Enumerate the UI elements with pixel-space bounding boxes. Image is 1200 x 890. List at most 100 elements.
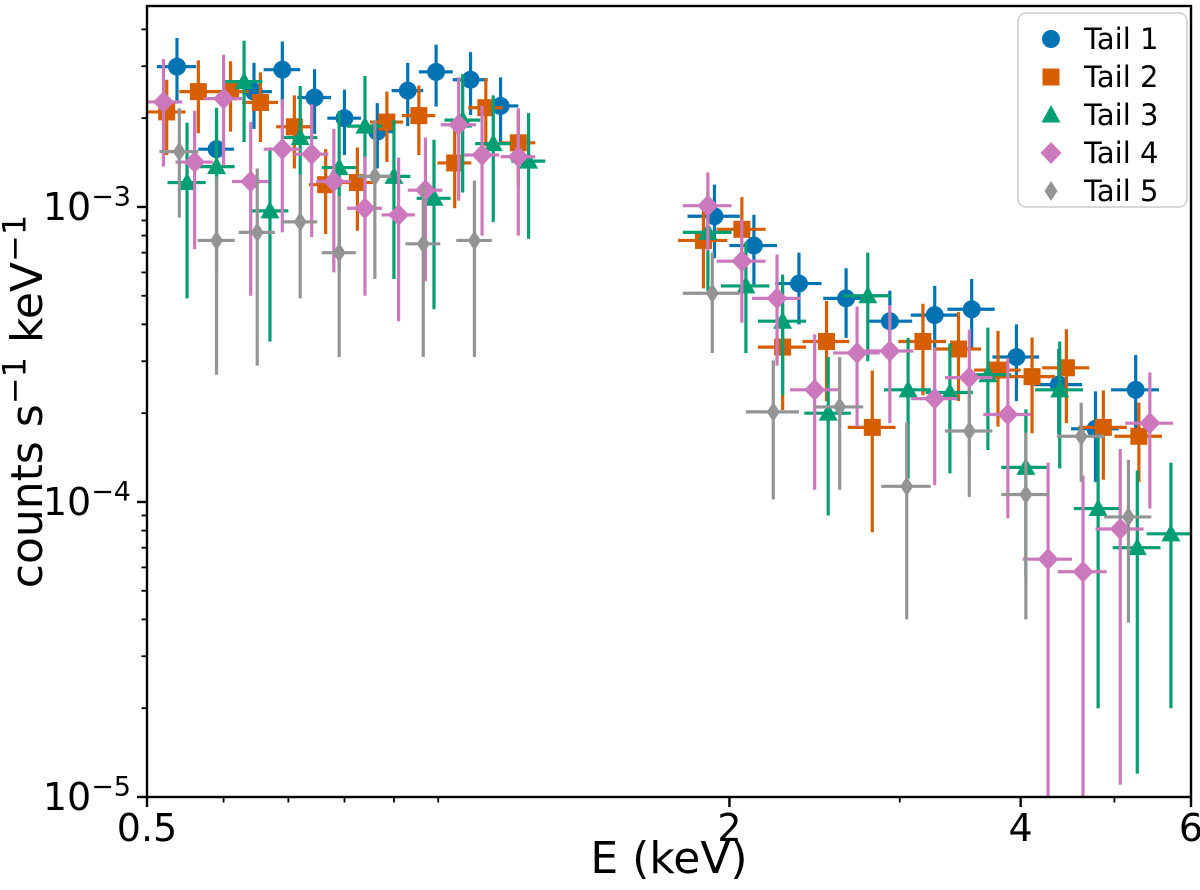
data-point-marker	[355, 116, 375, 134]
legend: Tail 1 Tail 2 Tail 3 Tail 4 Tail 5	[1017, 12, 1188, 208]
data-point-marker	[962, 421, 976, 442]
data-point-marker	[818, 332, 836, 350]
legend-label: Tail 5	[1083, 174, 1158, 208]
series-tail-5	[159, 108, 1152, 623]
data-point-marker	[1088, 498, 1108, 517]
data-point-marker	[467, 230, 481, 251]
data-point-marker	[293, 211, 307, 232]
x-tick-label: 6	[1179, 806, 1200, 850]
data-point-marker	[1042, 30, 1060, 48]
data-point-marker	[1094, 418, 1112, 436]
data-point-marker	[416, 233, 430, 254]
data-point-marker	[184, 151, 206, 174]
data-point-marker	[398, 81, 417, 100]
y-tick-label: 10−3	[43, 182, 131, 229]
data-point-marker	[1041, 105, 1061, 123]
y-tick-label: 10−5	[43, 772, 131, 819]
data-point-marker	[1019, 484, 1033, 505]
data-point-marker	[914, 332, 932, 350]
data-point-marker	[210, 230, 224, 251]
x-tick-label: 0.5	[117, 806, 177, 850]
data-point-marker	[483, 133, 503, 152]
data-point-marker	[1040, 142, 1062, 164]
data-point-marker	[766, 401, 780, 422]
data-point-marker	[962, 300, 981, 319]
data-point-marker	[368, 166, 382, 187]
data-point-marker	[301, 143, 323, 166]
data-point-marker	[1050, 379, 1070, 398]
data-point-marker	[924, 387, 946, 410]
data-point-marker	[731, 250, 753, 273]
data-point-marker	[1023, 368, 1041, 386]
legend-item-tail-4: Tail 4	[1040, 136, 1158, 170]
data-point-marker	[213, 87, 235, 110]
legend-label: Tail 4	[1083, 136, 1158, 170]
data-point-marker	[271, 138, 293, 161]
x-tick-label: 2	[717, 806, 741, 850]
data-point-marker	[858, 285, 878, 304]
data-point-marker	[900, 476, 914, 497]
data-point-marker	[705, 283, 719, 304]
data-point-marker	[1126, 380, 1145, 399]
data-point-marker	[1057, 359, 1075, 377]
data-point-marker	[507, 145, 529, 168]
data-point-marker	[354, 197, 376, 220]
data-point-marker	[519, 151, 539, 169]
data-point-marker	[461, 70, 480, 89]
data-point-marker	[744, 236, 763, 255]
data-point-marker	[837, 289, 856, 308]
data-point-marker	[697, 194, 719, 217]
legend-box	[1017, 12, 1188, 208]
data-point-marker	[950, 340, 968, 358]
data-point-marker	[410, 107, 428, 125]
data-point-marker	[167, 57, 186, 76]
data-point-marker	[1037, 548, 1059, 571]
data-point-marker	[446, 154, 464, 172]
data-point-marker	[1007, 348, 1026, 367]
data-point-marker	[1121, 506, 1135, 527]
data-point-marker	[448, 113, 470, 136]
data-point-marker	[348, 174, 366, 192]
data-point-marker	[1044, 181, 1058, 201]
y-tick-label: 10−4	[43, 477, 131, 524]
plot-border	[145, 4, 1193, 799]
legend-item-tail-2: Tail 2	[1042, 60, 1158, 94]
data-point-marker	[1042, 68, 1060, 86]
data-point-marker	[1109, 517, 1131, 540]
data-point-marker	[846, 341, 868, 364]
data-point-marker	[414, 179, 436, 202]
data-point-marker	[804, 378, 826, 401]
data-point-marker	[833, 396, 847, 417]
data-point-marker	[388, 203, 410, 226]
data-point-marker	[189, 83, 207, 101]
legend-item-tail-3: Tail 3	[1041, 98, 1158, 132]
data-point-marker	[260, 200, 280, 219]
data-point-marker	[1161, 523, 1181, 542]
y-axis-label: counts s−1 keV−1	[0, 215, 53, 588]
legend-label: Tail 3	[1083, 98, 1158, 132]
data-point-marker	[273, 60, 292, 79]
legend-label: Tail 1	[1083, 22, 1158, 56]
legend-item-tail-1: Tail 1	[1042, 22, 1158, 56]
data-point-marker	[879, 339, 901, 362]
data-point-marker	[177, 172, 197, 191]
data-point-marker	[250, 222, 264, 243]
data-point-marker	[290, 127, 310, 145]
data-point-marker	[305, 88, 324, 107]
x-axis-label: E (keV)	[590, 833, 747, 884]
data-point-marker	[898, 379, 918, 398]
data-point-marker	[424, 188, 444, 206]
data-point-marker	[940, 382, 960, 401]
data-point-marker	[471, 144, 493, 167]
data-point-marker	[863, 418, 881, 436]
data-point-marker	[818, 403, 838, 421]
data-point-marker	[1139, 412, 1161, 435]
data-point-marker	[427, 62, 446, 81]
data-point-marker	[152, 90, 174, 113]
data-point-marker	[332, 242, 346, 263]
y-axis: 10−3 10−4 10−5	[43, 28, 147, 819]
data-point-marker	[766, 287, 788, 310]
data-point-marker	[172, 141, 186, 162]
legend-label: Tail 2	[1083, 60, 1158, 94]
data-point-marker	[925, 306, 944, 325]
